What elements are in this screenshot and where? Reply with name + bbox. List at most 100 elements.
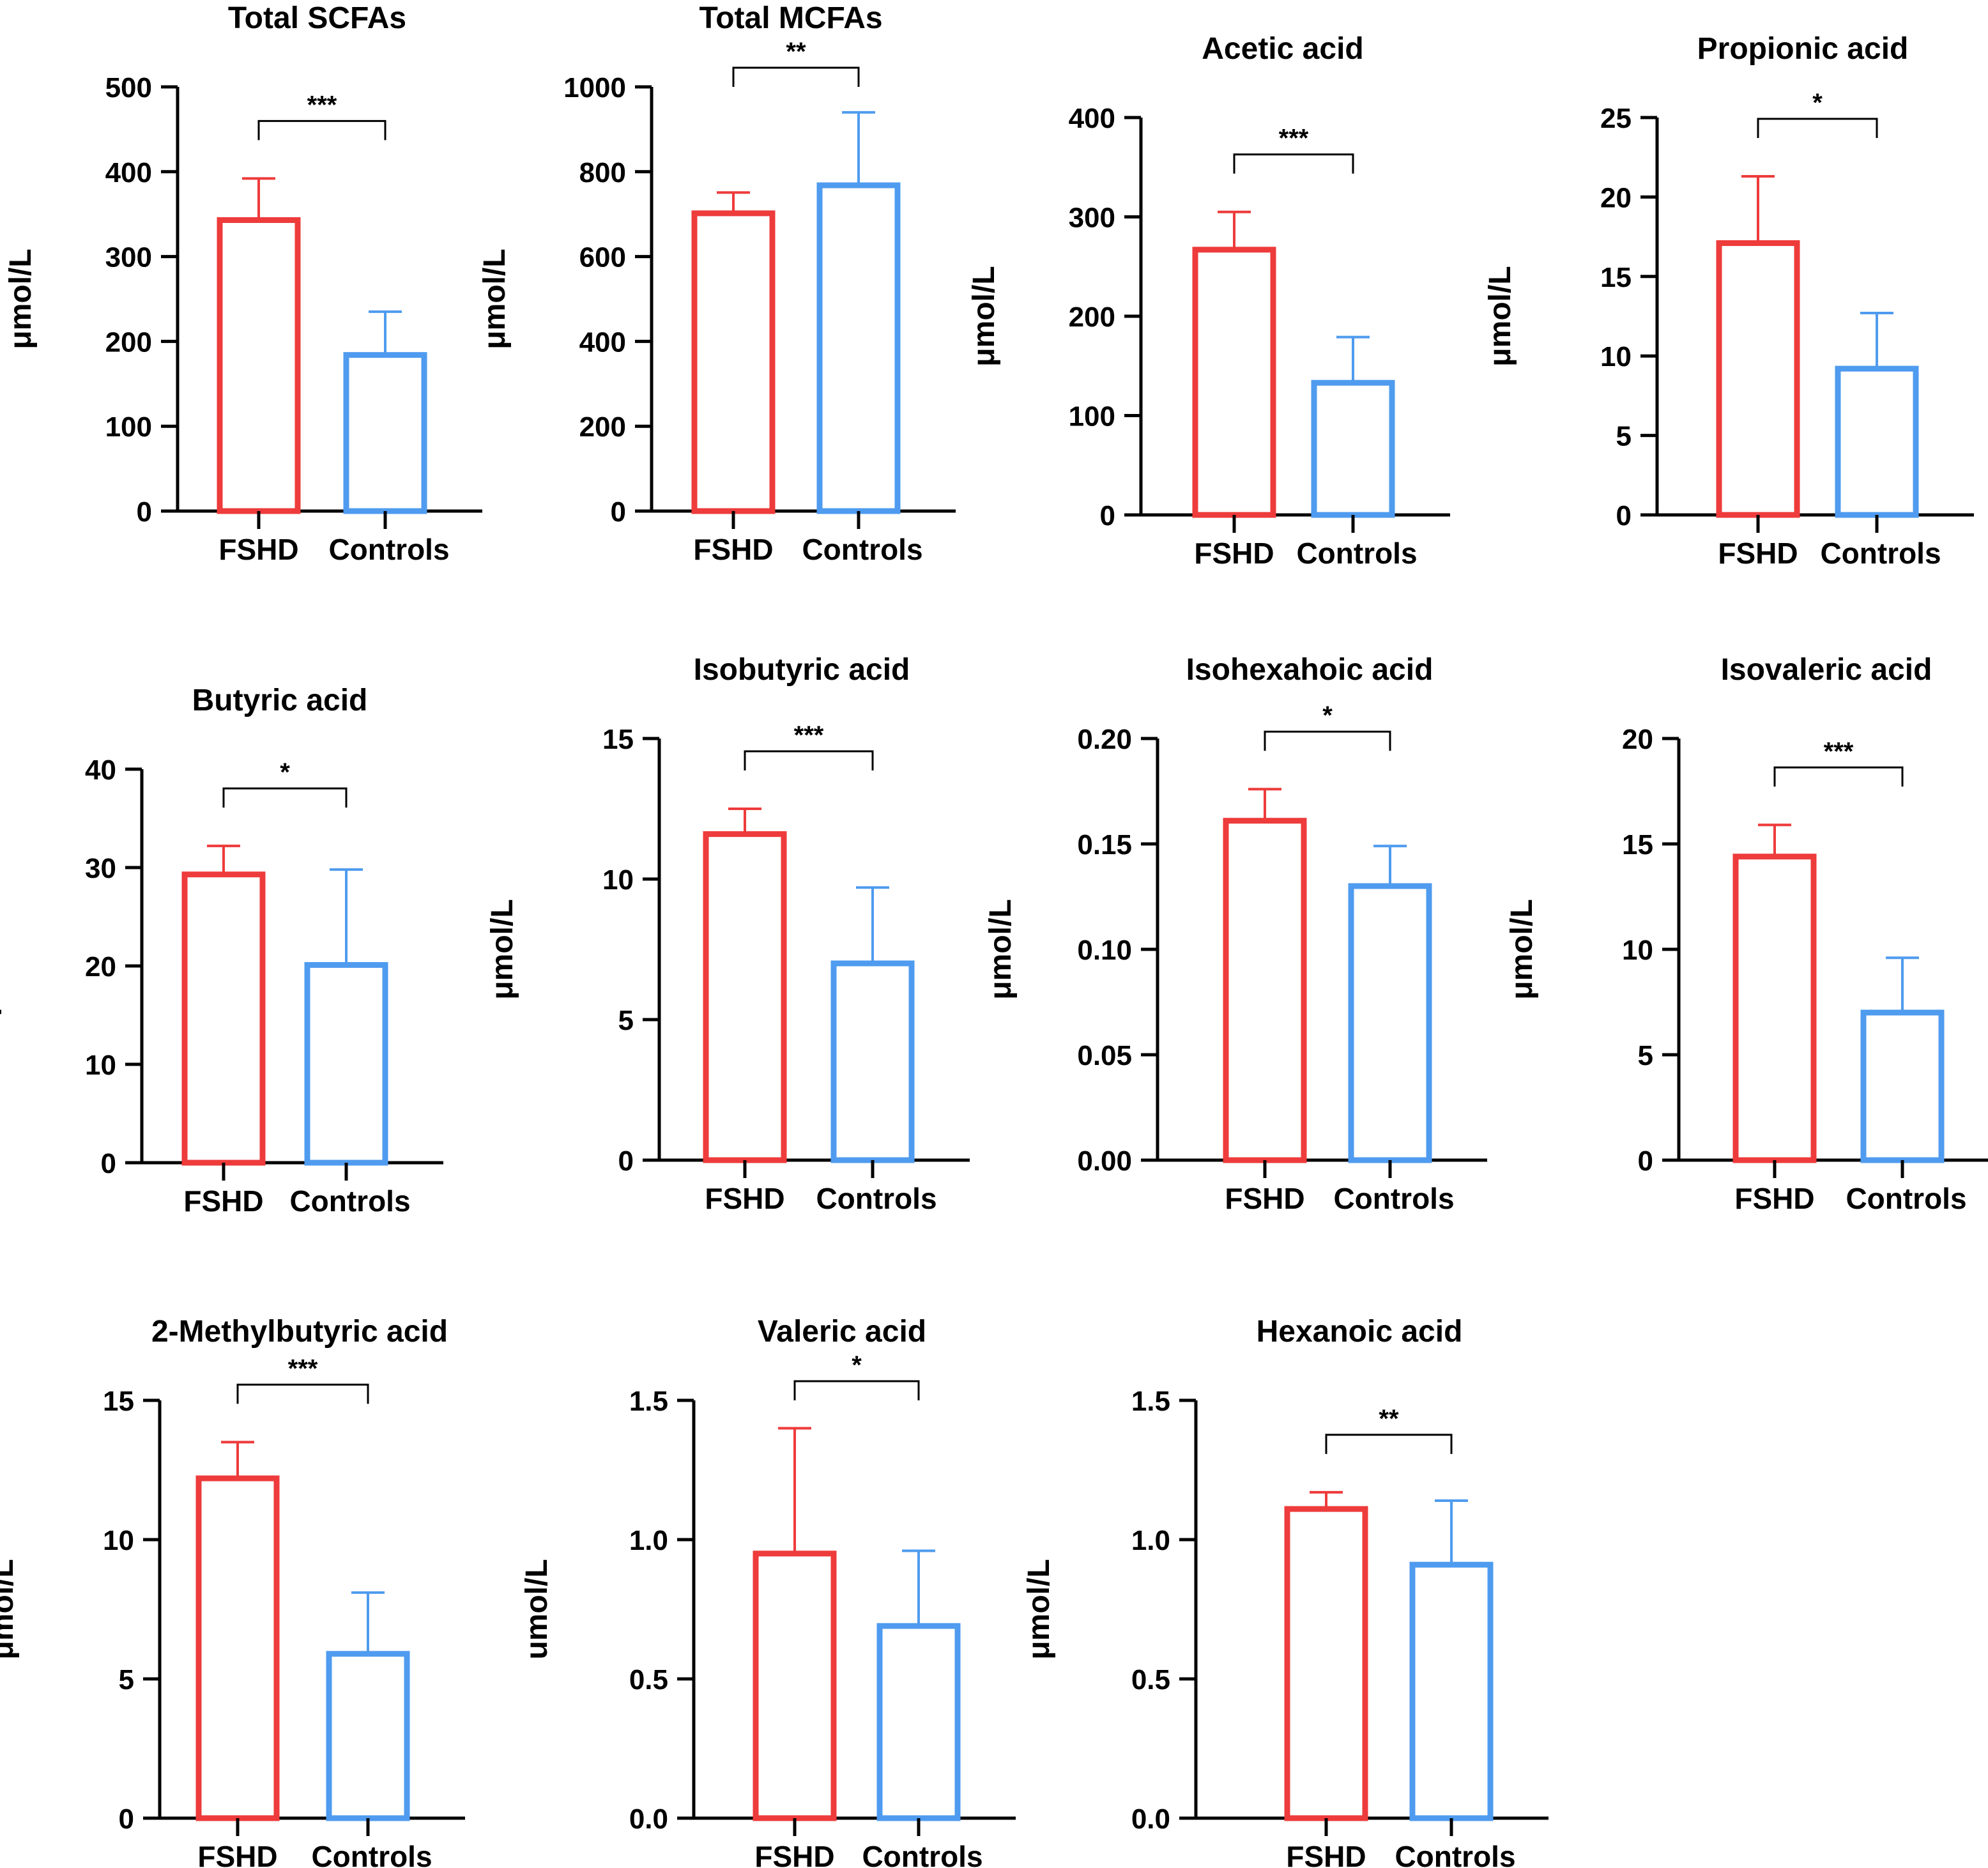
chart5-y-tick-label: 0	[101, 1148, 116, 1179]
chart5-bar-controls	[304, 961, 388, 1166]
chart10-ylabel: umol/L	[520, 1559, 554, 1659]
chart11-bar-fshd	[1284, 1506, 1368, 1821]
chart2-bar-fshd	[691, 210, 776, 514]
chart9-y-tick-label: 5	[119, 1664, 134, 1696]
chart2-x-label-controls: Controls	[802, 533, 922, 566]
chart5-y-tick-label: 20	[85, 951, 116, 983]
chart10-x-label-fshd: FSHD	[754, 1840, 834, 1868]
chart4-ylabel: μmol/L	[1483, 266, 1517, 366]
chart7-ylabel: μmol/L	[984, 899, 1018, 999]
chart9-bar-controls	[326, 1651, 410, 1821]
chart3-x-label-controls: Controls	[1296, 537, 1417, 570]
chart9-y-tick-label: 15	[103, 1386, 134, 1417]
chart4-y-tick-label: 25	[1600, 103, 1632, 134]
chart2-bar-controls	[816, 182, 901, 514]
chart5-x-label-fshd: FSHD	[183, 1184, 263, 1218]
chart3-y-tick-label: 400	[1069, 103, 1115, 134]
chart1-y-tick-label: 0	[137, 496, 152, 528]
chart7-y-tick-label: 0.10	[1077, 935, 1132, 966]
chart7-y-tick-label: 0.00	[1077, 1145, 1132, 1177]
chart10-bar-fshd	[753, 1550, 837, 1821]
chart2-y-tick-label: 0	[611, 496, 626, 528]
chart8-y-tick-label: 5	[1638, 1040, 1653, 1071]
chart8-title: Isovaleric acid	[1721, 653, 1932, 687]
chart4-y-tick-label: 10	[1600, 341, 1632, 372]
chart1-significance-bracket	[257, 119, 386, 141]
chart6-x-label-controls: Controls	[816, 1182, 937, 1215]
chart2-y-tick-label: 200	[579, 411, 626, 443]
chart4-y-tick-label: 0	[1616, 500, 1632, 532]
chart10-x-label-controls: Controls	[862, 1840, 983, 1868]
chart11-significance-label: **	[1379, 1405, 1399, 1433]
chart10-bar-controls	[876, 1623, 961, 1821]
chart6-significance-label: ***	[794, 721, 824, 749]
chart1-y-tick-label: 400	[105, 157, 152, 188]
chart10-y-tick-label: 0.0	[629, 1803, 668, 1835]
chart2-x-label-fshd: FSHD	[693, 533, 773, 566]
chart10-significance-bracket	[793, 1380, 920, 1400]
chart4-y-tick-label: 20	[1600, 182, 1632, 213]
chart5-x-label-controls: Controls	[289, 1184, 410, 1218]
chart1-y-tick-label: 200	[105, 326, 152, 358]
chart6-y-tick-label: 0	[618, 1145, 634, 1177]
chart5-ylabel: μmol/L	[0, 915, 2, 1016]
chart7-bar-fshd	[1223, 818, 1307, 1163]
chart7-x-label-fshd: FSHD	[1225, 1182, 1304, 1215]
chart4-significance-label: *	[1812, 89, 1823, 117]
chart11-bar-controls	[1409, 1561, 1494, 1821]
chart6-significance-bracket	[744, 750, 874, 770]
chart7-y-tick-label: 0.20	[1077, 724, 1132, 755]
chart11-significance-bracket	[1325, 1434, 1453, 1454]
chart6-y-tick-label: 5	[618, 1005, 634, 1036]
chart7-x-label-controls: Controls	[1333, 1182, 1454, 1215]
chart1-x-label-fshd: FSHD	[218, 533, 298, 566]
chart7-title: Isohexahoic acid	[1186, 653, 1434, 687]
chart7-significance-label: *	[1322, 701, 1333, 730]
chart3-bar-fshd	[1192, 247, 1276, 518]
chart4-y-tick-label: 15	[1600, 262, 1632, 293]
chart1-bar-fshd	[217, 217, 301, 514]
chart1-y-tick-label: 500	[105, 72, 152, 103]
chart7-bar-controls	[1348, 883, 1432, 1163]
chart3-y-tick-label: 200	[1069, 302, 1115, 333]
chart6-x-label-fshd: FSHD	[705, 1182, 784, 1215]
chart11-y-tick-label: 1.0	[1131, 1525, 1170, 1556]
chart10-y-tick-label: 1.0	[629, 1525, 668, 1556]
chart8-y-tick-label: 0	[1638, 1145, 1653, 1177]
chart1-x-label-controls: Controls	[328, 533, 449, 566]
chart1-title: Total SCFAs	[228, 1, 406, 35]
chart4-x-label-fshd: FSHD	[1718, 537, 1798, 570]
chart1-ylabel: μmol/L	[4, 249, 38, 349]
chart9-y-tick-label: 10	[103, 1525, 134, 1556]
chart1-significance-label: ***	[307, 91, 337, 119]
chart11-y-tick-label: 1.5	[1131, 1386, 1170, 1417]
chart6-y-tick-label: 15	[602, 724, 634, 755]
chart3-x-label-fshd: FSHD	[1194, 537, 1274, 570]
chart5-title: Butyric acid	[192, 684, 368, 717]
chart9-significance-bracket	[236, 1383, 369, 1404]
chart3-y-tick-label: 0	[1100, 500, 1115, 532]
chart1-y-tick-label: 100	[105, 411, 152, 443]
chart5-y-tick-label: 30	[85, 853, 116, 884]
chart4-significance-bracket	[1757, 118, 1878, 139]
chart6-ylabel: μmol/L	[486, 899, 519, 999]
chart2-ylabel: μmol/L	[478, 249, 512, 349]
chart10-y-tick-label: 1.5	[629, 1386, 668, 1417]
chart2-title: Total MCFAs	[699, 1, 882, 35]
chart3-ylabel: μmol/L	[967, 266, 1001, 366]
chart3-significance-bracket	[1233, 153, 1354, 174]
chart5-significance-label: *	[280, 758, 290, 786]
chart2-y-tick-label: 800	[579, 157, 626, 188]
chart8-ylabel: μmol/L	[1505, 899, 1539, 999]
chart9-significance-label: ***	[288, 1354, 318, 1382]
chart5-y-tick-label: 40	[85, 754, 116, 786]
chart8-significance-label: ***	[1824, 737, 1854, 765]
chart11-x-label-controls: Controls	[1395, 1840, 1515, 1868]
chart6-title: Isobutyric acid	[694, 653, 910, 687]
chart5-bar-fshd	[181, 871, 266, 1166]
chart9-y-tick-label: 0	[119, 1803, 134, 1835]
chart3-y-tick-label: 100	[1069, 401, 1115, 433]
chart2-y-tick-label: 1000	[563, 72, 626, 103]
chart2-y-tick-label: 600	[579, 242, 626, 273]
